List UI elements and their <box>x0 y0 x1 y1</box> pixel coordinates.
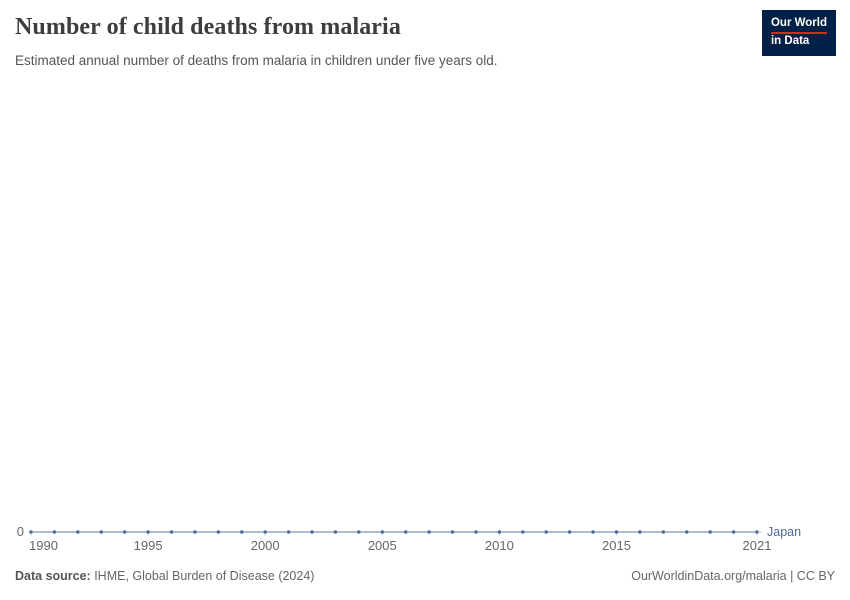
owid-credit-link[interactable]: OurWorldinData.org/malaria | CC BY <box>631 569 835 583</box>
x-tick-label: 2005 <box>368 538 397 553</box>
chart-subtitle: Estimated annual number of deaths from m… <box>15 53 498 68</box>
data-point <box>591 530 595 534</box>
data-point <box>169 530 174 534</box>
data-point <box>755 530 759 534</box>
data-source-text: IHME, Global Burden of Disease (2024) <box>90 569 315 583</box>
page-title: Number of child deaths from malaria <box>15 14 401 40</box>
data-point <box>474 530 478 534</box>
data-point <box>286 530 291 534</box>
data-point <box>263 530 267 534</box>
data-point <box>29 530 33 534</box>
series-label-japan: Japan <box>767 525 801 539</box>
data-point <box>357 530 361 534</box>
data-source-label: Data source: <box>15 569 91 583</box>
data-point <box>544 530 548 534</box>
data-point <box>497 530 502 534</box>
data-point <box>99 530 103 534</box>
x-tick-label: 2021 <box>743 538 772 553</box>
data-point <box>427 530 431 534</box>
data-point <box>450 530 455 534</box>
data-point <box>380 530 384 534</box>
data-point <box>567 530 572 534</box>
data-point <box>731 530 736 534</box>
owid-logo-line2: in Data <box>770 34 810 47</box>
data-source-note: Data source: IHME, Global Burden of Dise… <box>15 569 314 583</box>
x-tick-label: 1990 <box>29 538 58 553</box>
data-point <box>193 530 197 534</box>
owid-logo[interactable]: Our World in Data <box>761 10 836 56</box>
data-point <box>52 530 57 534</box>
data-point <box>614 530 619 534</box>
data-point <box>521 530 525 534</box>
data-point <box>685 530 689 534</box>
data-point <box>216 530 221 534</box>
data-point <box>240 530 244 534</box>
owid-logo-line1: Our World <box>770 16 827 34</box>
data-point <box>404 530 408 534</box>
data-point <box>76 530 80 534</box>
x-tick-label: 2000 <box>251 538 280 553</box>
data-point <box>310 530 314 534</box>
data-point <box>333 530 338 534</box>
x-tick-label: 2015 <box>602 538 631 553</box>
data-point <box>638 530 642 534</box>
data-point <box>146 530 150 534</box>
data-point <box>661 530 666 534</box>
chart-canvas: 1990 1995 2000 2005 2010 2015 2021 0 Japan <box>17 524 801 553</box>
chart-footer: Data source: IHME, Global Burden of Dise… <box>15 569 835 583</box>
y-tick-label: 0 <box>17 524 24 539</box>
data-point <box>122 530 127 534</box>
data-point <box>708 530 712 534</box>
x-tick-label: 1995 <box>134 538 163 553</box>
x-tick-label: 2010 <box>485 538 514 553</box>
